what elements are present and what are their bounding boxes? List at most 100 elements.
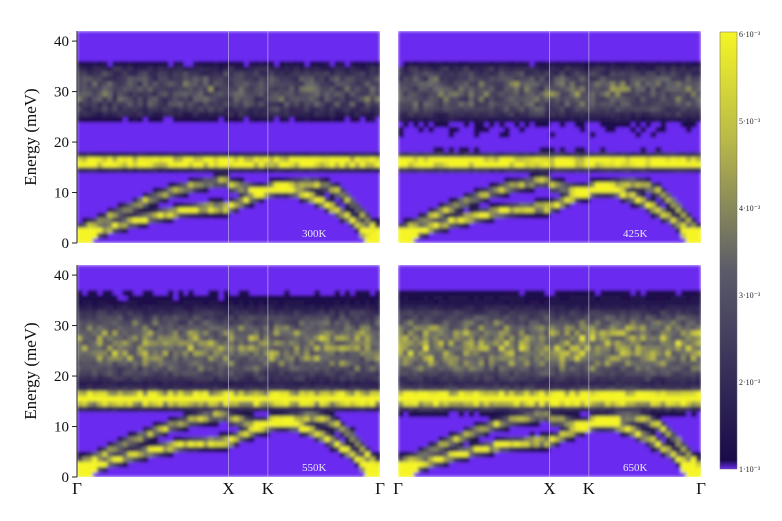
heatmap-cell xyxy=(483,86,490,93)
heatmap-cell xyxy=(448,71,455,78)
heatmap-cell xyxy=(428,446,434,453)
heatmap-cell xyxy=(107,335,113,342)
heatmap-cell xyxy=(369,167,376,173)
heatmap-cell xyxy=(122,162,129,168)
heatmap-cell xyxy=(339,81,346,88)
heatmap-cell xyxy=(258,167,265,173)
heatmap-cell xyxy=(324,401,331,407)
heatmap-cell xyxy=(478,345,485,352)
heatmap-cell xyxy=(615,91,621,98)
heatmap-cell xyxy=(188,207,194,214)
heatmap-cell xyxy=(564,116,571,123)
heatmap-cell xyxy=(620,167,626,173)
heatmap-cell xyxy=(324,167,331,173)
heatmap-cell xyxy=(413,101,419,108)
heatmap-cell xyxy=(157,61,164,67)
heatmap-cell xyxy=(493,330,500,337)
heatmap-cell xyxy=(92,330,98,337)
heatmap-cell xyxy=(589,106,596,113)
heatmap-cell xyxy=(443,376,450,382)
heatmap-cell xyxy=(178,406,184,412)
heatmap-cell xyxy=(228,330,235,337)
heatmap-cell xyxy=(640,197,647,204)
heatmap-cell xyxy=(279,300,285,306)
heatmap-cell xyxy=(137,310,144,317)
heatmap-cell xyxy=(579,192,586,199)
heatmap-cell xyxy=(635,116,641,123)
heatmap-cell xyxy=(458,381,465,387)
heatmap-cell xyxy=(198,66,204,72)
heatmap-cell xyxy=(685,126,692,133)
heatmap-cell xyxy=(458,167,465,173)
heatmap-cell xyxy=(453,391,460,397)
heatmap-cell xyxy=(443,207,450,214)
heatmap-cell xyxy=(428,340,434,347)
heatmap-cell xyxy=(433,406,439,412)
heatmap-cell xyxy=(132,91,139,98)
heatmap-cell xyxy=(248,182,255,189)
heatmap-cell xyxy=(102,371,108,377)
heatmap-cell xyxy=(329,116,336,123)
heatmap-cell xyxy=(423,466,429,473)
heatmap-cell xyxy=(299,355,305,362)
heatmap-cell xyxy=(142,91,149,98)
heatmap-cell xyxy=(92,360,98,367)
heatmap-cell xyxy=(660,81,667,88)
heatmap-cell xyxy=(443,340,450,347)
heatmap-cell xyxy=(625,86,631,93)
heatmap-cell xyxy=(92,310,98,317)
heatmap-cell xyxy=(354,441,361,448)
heatmap-cell xyxy=(97,391,103,397)
heatmap-cell xyxy=(408,167,414,173)
heatmap-cell xyxy=(92,325,98,332)
heatmap-cell xyxy=(147,197,154,204)
heatmap-cell xyxy=(82,365,88,372)
heatmap-cell xyxy=(369,461,376,468)
heatmap-cell xyxy=(344,197,351,204)
heatmap-cell xyxy=(478,157,485,163)
heatmap-cell xyxy=(117,157,124,163)
heatmap-cell xyxy=(433,386,439,392)
heatmap-cell xyxy=(605,76,611,83)
heatmap-cell xyxy=(112,406,118,412)
heatmap-cell xyxy=(630,177,636,184)
heatmap-cell xyxy=(107,212,113,219)
heatmap-cell xyxy=(273,182,280,189)
heatmap-cell xyxy=(655,187,662,194)
heatmap-cell xyxy=(468,325,475,332)
heatmap-cell xyxy=(493,167,500,173)
heatmap-cell xyxy=(514,177,520,184)
heatmap-cell xyxy=(137,212,144,219)
heatmap-cell xyxy=(645,96,652,103)
heatmap-cell xyxy=(107,441,113,448)
heatmap-cell xyxy=(162,300,169,306)
heatmap-cell xyxy=(509,177,515,184)
heatmap-cell xyxy=(359,320,366,327)
heatmap-cell xyxy=(488,106,495,113)
heatmap-cell xyxy=(398,131,404,138)
heatmap-cell xyxy=(238,401,245,407)
heatmap-cell xyxy=(167,315,174,322)
heatmap-cell xyxy=(418,227,424,234)
heatmap-cell xyxy=(458,401,465,407)
heatmap-cell xyxy=(504,177,510,184)
heatmap-cell xyxy=(137,371,144,377)
heatmap-cell xyxy=(188,365,194,372)
heatmap-cell xyxy=(243,66,250,72)
heatmap-cell xyxy=(665,167,672,173)
heatmap-cell xyxy=(142,96,149,103)
heatmap-cell xyxy=(193,182,199,189)
heatmap-cell xyxy=(478,426,485,433)
heatmap-cell xyxy=(137,157,144,163)
heatmap-cell xyxy=(534,81,540,88)
heatmap-cell xyxy=(203,345,209,352)
heatmap-cell xyxy=(132,381,139,387)
heatmap-cell xyxy=(559,91,566,98)
heatmap-cell xyxy=(188,381,194,387)
heatmap-cell xyxy=(97,162,103,168)
heatmap-cell xyxy=(142,391,149,397)
heatmap-cell xyxy=(615,71,621,78)
heatmap-cell xyxy=(339,162,346,168)
heatmap-cell xyxy=(152,300,159,306)
heatmap-cell xyxy=(188,202,194,209)
